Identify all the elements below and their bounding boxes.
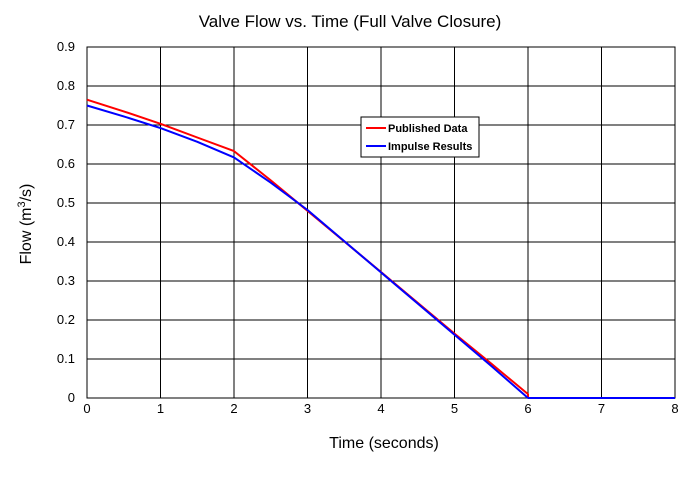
y-tick-label: 0.9 <box>57 39 75 54</box>
x-tick-labels: 0 1 2 3 4 5 6 7 8 <box>83 401 678 416</box>
y-tick-label: 0.3 <box>57 273 75 288</box>
series-lines <box>86 98 675 399</box>
y-tick-label: 0.6 <box>57 156 75 171</box>
y-axis-label: Flow (m3/s) <box>16 184 35 265</box>
x-tick-label: 1 <box>157 401 164 416</box>
chart-title: Valve Flow vs. Time (Full Valve Closure) <box>199 12 502 31</box>
y-tick-labels: 0 0.1 0.2 0.3 0.4 0.5 0.6 0.7 0.8 0.9 <box>57 39 75 405</box>
grid-lines <box>86 46 676 399</box>
y-tick-label: 0.2 <box>57 312 75 327</box>
x-tick-label: 6 <box>524 401 531 416</box>
series-line-impulse-results <box>86 104 675 399</box>
y-tick-label: 0.8 <box>57 78 75 93</box>
y-tick-label: 0 <box>68 390 75 405</box>
y-axis-label-sup: 3 <box>16 201 28 207</box>
plot-area-border <box>86 46 676 399</box>
y-axis-label-main: Flow (m <box>18 208 35 265</box>
legend-label-published-data: Published Data <box>388 123 468 135</box>
x-tick-label: 7 <box>598 401 605 416</box>
x-tick-label: 2 <box>230 401 237 416</box>
legend-box <box>360 116 480 158</box>
y-tick-label: 0.1 <box>57 351 75 366</box>
x-tick-label: 5 <box>451 401 458 416</box>
legend: Published Data Impulse Results <box>360 116 480 158</box>
x-tick-label: 0 <box>83 401 90 416</box>
y-axis-label-end: /s) <box>18 184 35 202</box>
x-axis-label: Time (seconds) <box>329 435 439 452</box>
y-tick-label: 0.5 <box>57 195 75 210</box>
y-tick-label: 0.4 <box>57 234 75 249</box>
x-tick-label: 3 <box>304 401 311 416</box>
legend-label-impulse-results: Impulse Results <box>388 141 472 153</box>
x-tick-label: 8 <box>671 401 678 416</box>
x-tick-label: 4 <box>377 401 384 416</box>
y-tick-label: 0.7 <box>57 117 75 132</box>
